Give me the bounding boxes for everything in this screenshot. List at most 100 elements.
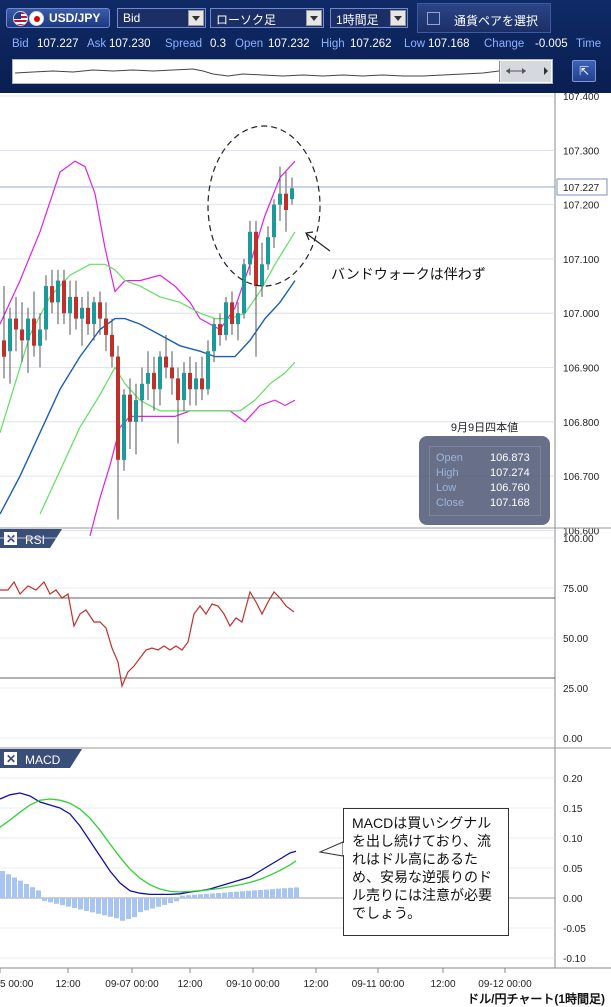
time-tick-label: 12:00 [430,979,455,990]
macd-histogram-bar [72,898,77,909]
candle-body [128,394,132,422]
price-tick-label: 107.400 [563,93,600,103]
candle-body [122,394,126,460]
candle-body [284,193,288,210]
macd-histogram-bar [66,898,71,907]
candle-body [146,372,150,384]
change-label: Change [484,38,525,50]
pair-select-button[interactable]: 通貨ペアを選択 [417,3,551,33]
macd-histogram-bar [198,894,203,898]
candle-body [92,302,96,324]
macd-histogram-bar [78,898,83,910]
time-tick-label: 12:00 [177,979,202,990]
candle-body [212,324,216,352]
candlesticks [2,166,294,520]
macd-histogram-bar [168,898,173,904]
time-tick-label: 12:00 [303,979,328,990]
macd-histogram-bar [42,898,47,901]
pair-select-checkbox[interactable] [427,12,440,25]
macd-tick-label: -0.05 [563,924,586,935]
quote-bar: Bid 107.227 Ask 107.230 Spread 0.3 Open … [0,37,611,53]
candle-body [260,264,264,286]
macd-histogram-bar [288,887,293,898]
symbol-label: USD/JPY [49,11,101,25]
highlight-ellipse [207,125,321,287]
price-tick-label: 106.800 [563,418,600,429]
macd-tab[interactable]: ✕ MACD [0,749,82,768]
chevron-down-icon[interactable] [390,10,406,26]
symbol-selector[interactable]: USD/JPY [6,8,110,28]
macd-title: MACD [25,753,61,767]
macd-histogram-bar [18,880,23,898]
macd-histogram-bar [282,888,287,898]
low-label: Low [404,38,426,50]
macd-histogram-bar [216,893,221,898]
expand-icon[interactable]: ⇱ [572,60,596,82]
time-tick-label: 09-07 00:00 [105,979,159,990]
candle-body [62,280,66,314]
price-tick-label: 106.700 [563,472,600,483]
chevron-down-icon[interactable] [306,10,322,26]
candle-body [44,286,48,330]
candle-body [242,264,246,314]
candle-body [164,356,168,368]
time-tick-label: 09-10 00:00 [226,979,280,990]
candle-body [266,237,270,265]
rsi-tab[interactable]: ✕ RSI [0,529,62,548]
candle-body [224,302,228,335]
chevron-down-icon[interactable] [188,10,204,26]
macd-signal-line [0,798,297,893]
close-icon[interactable]: ✕ [6,532,16,546]
macd-histogram-bar [222,892,227,898]
macd-tick-label: 0.20 [563,774,583,785]
macd-histogram-bar [276,888,281,898]
macd-histogram-bar [126,898,131,919]
macd-line [0,792,297,896]
macd-histogram-bar [0,871,5,898]
change-value: -0.005 [535,38,568,50]
navigator-sparkline [14,68,500,77]
chart-type-dropdown[interactable]: ローソク足 [210,8,324,28]
macd-histogram-bar [258,890,263,898]
annotation-arrow [306,233,331,252]
us-flag-icon [13,11,28,26]
timeframe-dropdown[interactable]: 1時間足 [330,8,408,28]
candle-body [188,372,192,390]
open-label: Open [235,38,264,50]
macd-histogram-bar [240,891,245,898]
macd-histogram-bar [132,898,137,918]
candle-body [80,307,84,319]
macd-tick-label: 0.15 [563,804,583,815]
time-tick-label: 09-11 00:00 [352,979,405,990]
chart-navigator[interactable] [12,59,553,84]
candle-body [8,318,12,352]
candle-body [98,302,102,319]
macd-histogram-bar [96,898,101,914]
candle-body [86,307,90,325]
close-icon[interactable]: ✕ [6,752,16,766]
price-type-dropdown[interactable]: Bid [117,8,206,28]
macd-histogram-bar [210,893,215,898]
macd-histogram-bar [90,898,95,913]
bb-lower1-line [39,361,296,515]
macd-histogram-bar [84,898,89,911]
macd-tick-label: -0.10 [563,954,586,965]
macd-histogram-bar [204,893,209,898]
ohlc-box: Open 106.873 High 107.274 Low 106.760 Close… [419,436,550,525]
macd-histogram-bar [294,887,299,898]
candle-body [26,318,30,341]
jp-flag-icon [29,11,44,26]
candle-body [110,334,114,357]
candle-body [170,367,174,379]
price-tick-label: 107.000 [563,309,600,320]
candle-body [38,329,42,346]
macd-histogram-bar [264,889,269,898]
candle-body [2,340,6,357]
candle-body [50,286,54,303]
rsi-tick-label: 75.00 [563,584,588,595]
candle-body [200,378,204,390]
pair-select-label: 通貨ペアを選択 [454,14,539,28]
navigator-handle[interactable] [499,61,551,82]
chart-footer-title: ドル/円チャート(1時間足) [467,992,605,1006]
macd-histogram-bar [138,898,143,913]
